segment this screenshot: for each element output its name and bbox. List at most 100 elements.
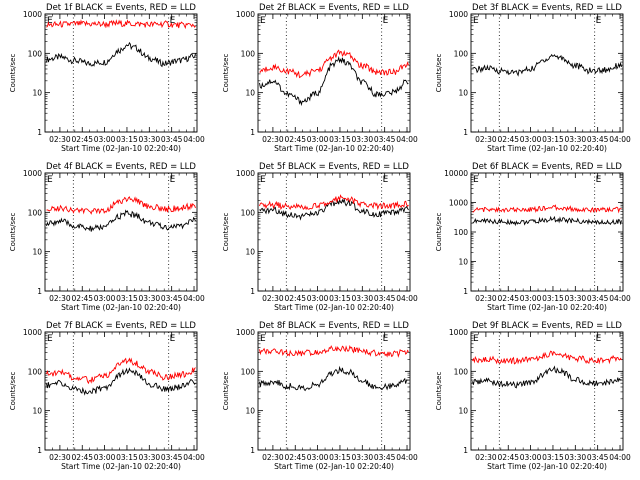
x-tick-label: 03:15	[116, 135, 138, 144]
event-marker-label-left: E	[260, 175, 266, 185]
plot-frame	[44, 172, 198, 292]
series-line-events	[46, 209, 196, 232]
series-line-lld	[472, 350, 622, 365]
y-tick-label: 10	[458, 258, 468, 267]
y-axis-label: Counts/sec	[9, 54, 17, 93]
y-tick-label: 1	[37, 128, 42, 137]
y-tick-label: 1	[463, 446, 468, 455]
event-marker-label-right: E	[596, 175, 602, 185]
x-tick-label: 02:45	[497, 294, 519, 303]
y-tick-label: 100	[241, 208, 256, 217]
x-tick-label: 02:30	[475, 453, 497, 462]
x-tick-label: 03:00	[520, 135, 542, 144]
x-tick-label: 03:45	[587, 135, 609, 144]
x-tick-label: 03:00	[94, 453, 116, 462]
x-tick-label: 03:45	[161, 135, 183, 144]
x-axis-label: Start Time (02-Jan-10 02:20:40)	[61, 144, 181, 153]
x-tick-label: 02:45	[497, 453, 519, 462]
x-tick-label: 03:30	[565, 294, 587, 303]
x-tick-label: 03:00	[307, 135, 329, 144]
chart-panel-3: Det 3f BLACK = Events, RED = LLD Counts/s…	[435, 3, 631, 153]
x-tick-label: 02:30	[49, 453, 71, 462]
event-marker-label-right: E	[170, 334, 176, 344]
x-tick-label: 03:15	[329, 135, 351, 144]
x-tick-label: 03:30	[352, 135, 374, 144]
x-tick-label: 02:45	[284, 294, 306, 303]
x-tick-label: 03:30	[352, 453, 374, 462]
y-tick-label: 10	[458, 407, 468, 416]
x-tick-label: 03:45	[374, 294, 396, 303]
event-marker-label-right: E	[596, 16, 602, 26]
x-tick-label: 03:15	[116, 453, 138, 462]
x-tick-label: 04:00	[396, 294, 418, 303]
event-marker-label-left: E	[473, 175, 479, 185]
x-tick-label: 04:00	[609, 135, 631, 144]
y-tick-label: 1000	[449, 328, 468, 337]
y-tick-label: 10	[245, 89, 255, 98]
chart-panel-5: Det 5f BLACK = Events, RED = LLD Counts/s…	[222, 162, 418, 312]
chart-title: Det 7f BLACK = Events, RED = LLD	[46, 321, 196, 331]
event-marker-label-left: E	[473, 334, 479, 344]
y-tick-label: 100	[454, 228, 469, 237]
y-tick-label: 10	[245, 407, 255, 416]
y-tick-label: 1	[463, 128, 468, 137]
x-tick-label: 04:00	[609, 453, 631, 462]
x-axis-label: Start Time (02-Jan-10 02:20:40)	[487, 303, 607, 312]
series-line-lld	[46, 357, 196, 385]
x-axis-label: Start Time (02-Jan-10 02:20:40)	[487, 144, 607, 153]
x-tick-label: 03:00	[94, 294, 116, 303]
y-axis-label: Counts/sec	[435, 372, 443, 411]
x-axis-label: Start Time (02-Jan-10 02:20:40)	[274, 144, 394, 153]
event-marker-label-right: E	[170, 175, 176, 185]
x-tick-label: 03:45	[587, 453, 609, 462]
y-axis-label: Counts/sec	[9, 372, 17, 411]
y-tick-label: 10	[458, 89, 468, 98]
x-axis-label: Start Time (02-Jan-10 02:20:40)	[274, 462, 394, 471]
x-tick-label: 02:30	[262, 294, 284, 303]
plot-frame	[470, 172, 624, 292]
event-marker-label-left: E	[47, 16, 53, 26]
event-marker-label-right: E	[170, 16, 176, 26]
x-tick-label: 03:00	[307, 453, 329, 462]
y-tick-label: 1	[463, 287, 468, 296]
series-line-events	[472, 365, 622, 389]
y-tick-label: 10	[32, 89, 42, 98]
x-tick-label: 04:00	[183, 294, 205, 303]
series-line-events	[259, 55, 409, 107]
x-tick-label: 04:00	[396, 135, 418, 144]
y-tick-label: 100	[454, 367, 469, 376]
y-tick-label: 1	[250, 287, 255, 296]
x-tick-label: 03:00	[307, 294, 329, 303]
series-line-lld	[259, 345, 409, 358]
y-tick-label: 1	[250, 128, 255, 137]
y-tick-label: 1000	[236, 169, 255, 178]
x-tick-label: 03:45	[374, 135, 396, 144]
series-line-lld	[46, 19, 196, 30]
plot-frame	[470, 331, 624, 451]
chart-title: Det 2f BLACK = Events, RED = LLD	[259, 3, 409, 13]
plot-frame	[257, 331, 411, 451]
x-tick-label: 03:15	[542, 135, 564, 144]
chart-title: Det 5f BLACK = Events, RED = LLD	[259, 162, 409, 172]
chart-title: Det 1f BLACK = Events, RED = LLD	[46, 3, 196, 13]
x-tick-label: 04:00	[609, 294, 631, 303]
plot-frame	[44, 331, 198, 451]
event-marker-label-left: E	[473, 16, 479, 26]
y-tick-label: 1000	[23, 10, 42, 19]
y-tick-label: 100	[241, 49, 256, 58]
event-marker-label-right: E	[596, 334, 602, 344]
chart-panel-8: Det 8f BLACK = Events, RED = LLD Counts/s…	[222, 321, 418, 471]
x-tick-label: 02:45	[71, 135, 93, 144]
x-tick-label: 02:30	[262, 135, 284, 144]
y-tick-label: 1000	[236, 328, 255, 337]
y-tick-label: 10	[32, 407, 42, 416]
chart-panel-9: Det 9f BLACK = Events, RED = LLD Counts/s…	[435, 321, 631, 471]
chart-panel-6: Det 6f BLACK = Events, RED = LLD Counts/s…	[435, 162, 631, 312]
x-tick-label: 03:30	[565, 135, 587, 144]
series-line-events	[472, 215, 622, 227]
x-tick-label: 03:00	[520, 453, 542, 462]
series-line-lld	[259, 194, 409, 211]
series-line-lld	[472, 204, 622, 214]
y-axis-label: Counts/sec	[222, 54, 230, 93]
